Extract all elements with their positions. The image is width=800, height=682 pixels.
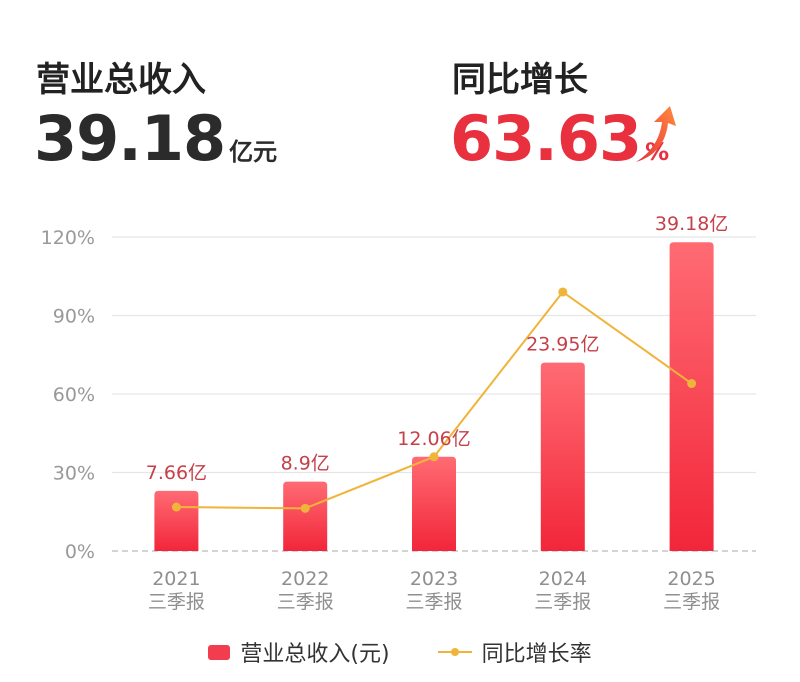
bar xyxy=(283,481,328,551)
y-tick-label: 90% xyxy=(53,306,95,328)
x-tick-label: 2025 三季报 xyxy=(663,568,720,613)
growth-value: 63.63% xyxy=(450,102,669,175)
x-tick-label: 2023 三季报 xyxy=(405,568,462,613)
y-tick-label: 120% xyxy=(41,227,95,249)
revenue-label: 营业总收入 xyxy=(36,60,206,100)
data-labels: 7.66亿 8.9亿 12.06亿 23.95亿 39.18亿 xyxy=(146,213,729,484)
y-tick-label: 60% xyxy=(53,384,95,406)
revenue-unit: 亿元 xyxy=(229,138,278,166)
y-tick-label: 30% xyxy=(53,463,95,485)
legend: 营业总收入(元) 同比增长率 xyxy=(0,636,800,668)
growth-point xyxy=(300,503,310,513)
growth-label: 同比增长 xyxy=(452,60,588,100)
legend-swatch-line xyxy=(437,645,472,659)
up-arrow-icon xyxy=(636,106,676,162)
y-tick-label: 0% xyxy=(65,541,95,563)
combo-chart: 0% 30% 60% 90% 120% 7.66亿 8.9亿 12.06亿 23.95亿 39.… xyxy=(41,213,756,613)
legend-swatch-bar xyxy=(208,644,231,660)
bar xyxy=(154,490,199,551)
legend-label-revenue: 营业总收入(元) xyxy=(240,642,390,667)
legend-item-growth[interactable]: 同比增长率 xyxy=(437,636,592,668)
x-tick-label: 2024 三季报 xyxy=(534,568,591,613)
bar-data-label: 12.06亿 xyxy=(397,428,470,450)
bar xyxy=(669,242,714,551)
revenue-value: 39.18 亿元 xyxy=(34,102,277,175)
legend-item-revenue[interactable]: 营业总收入(元) xyxy=(208,636,390,668)
x-tick-label: 2021 三季报 xyxy=(148,568,205,613)
bar-data-label: 8.9亿 xyxy=(281,453,330,475)
growth-number: 63.63 xyxy=(450,102,642,175)
growth-point xyxy=(429,452,439,462)
y-axis-ticks: 0% 30% 60% 90% 120% xyxy=(41,227,95,563)
growth-point xyxy=(558,287,568,297)
legend-label-growth: 同比增长率 xyxy=(481,642,592,667)
x-tick-label: 2022 三季报 xyxy=(277,568,334,613)
bar-data-label: 7.66亿 xyxy=(146,462,207,484)
x-axis-ticks: 2021 三季报 2022 三季报 2023 三季报 2024 三季报 2025 三季报 xyxy=(148,568,720,613)
bar-data-label: 23.95亿 xyxy=(526,334,599,356)
growth-point xyxy=(687,379,697,389)
bar xyxy=(412,456,456,551)
line-series xyxy=(171,287,697,513)
bar-data-label: 39.18亿 xyxy=(655,213,728,235)
growth-point xyxy=(171,502,181,512)
revenue-number: 39.18 xyxy=(34,102,226,175)
bar xyxy=(540,362,585,551)
bar-series xyxy=(154,242,714,551)
